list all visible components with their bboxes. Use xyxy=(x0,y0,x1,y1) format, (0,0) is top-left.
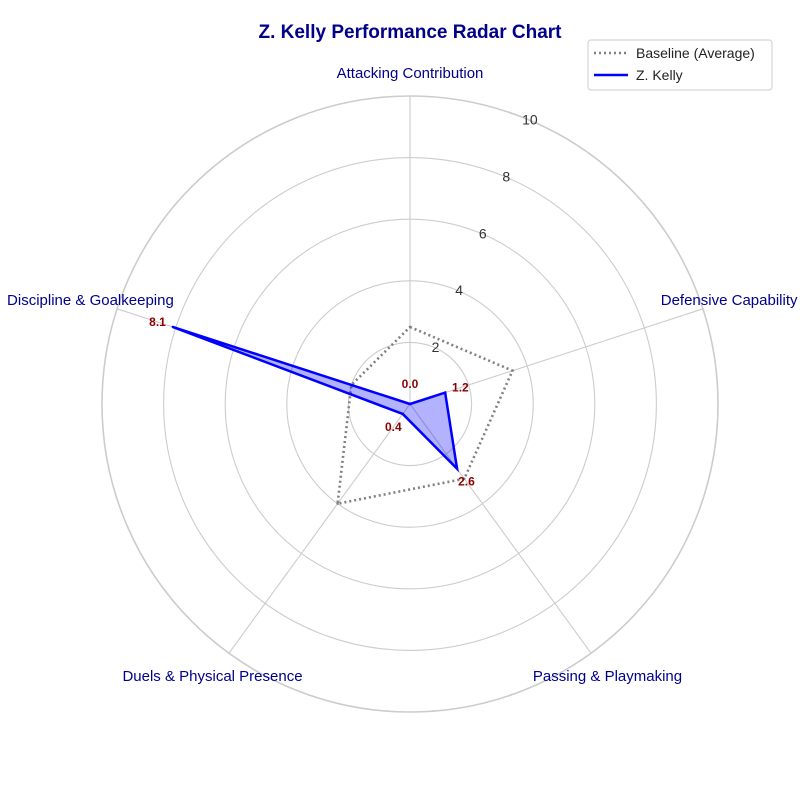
value-label: 1.2 xyxy=(452,381,469,395)
legend-label-z-kelly: Z. Kelly xyxy=(636,67,683,83)
value-label: 0.4 xyxy=(385,420,402,434)
chart-title: Z. Kelly Performance Radar Chart xyxy=(258,22,562,43)
series-baseline xyxy=(336,325,515,506)
axis-label: Passing & Playmaking xyxy=(533,668,682,685)
series-point xyxy=(336,502,339,505)
radar-series xyxy=(171,325,515,506)
series-line xyxy=(172,325,459,473)
radial-tick-label: 10 xyxy=(522,111,538,127)
series-point xyxy=(408,402,412,406)
legend-frame xyxy=(587,39,773,91)
legend-label-baseline: Baseline (Average) xyxy=(636,45,755,61)
axis-label: Attacking Contribution xyxy=(337,65,484,82)
series-z-kelly xyxy=(171,325,459,473)
series-point xyxy=(443,391,447,394)
value-label: 2.6 xyxy=(458,475,475,489)
value-label: 0.0 xyxy=(402,377,419,391)
radar-labels: 2 4 6 8 10 Attacking Contribution Defensive Ca… xyxy=(7,65,798,685)
radar-spoke xyxy=(409,403,592,654)
radar-spoke xyxy=(228,403,411,654)
axis-label: Duels & Physical Presence xyxy=(122,668,302,685)
series-point xyxy=(511,369,514,372)
series-point xyxy=(171,325,174,329)
series-point xyxy=(463,477,466,480)
axis-label: Defensive Capability xyxy=(661,292,798,309)
axis-label: Discipline & Goalkeeping xyxy=(7,292,174,309)
radial-tick-label: 6 xyxy=(479,225,487,241)
radial-tick-label: 4 xyxy=(455,282,463,298)
series-point xyxy=(401,412,404,416)
series-point xyxy=(408,325,412,329)
radial-tick-label: 2 xyxy=(432,339,440,355)
value-label: 8.1 xyxy=(149,315,166,329)
series-area xyxy=(172,326,458,469)
radar-spoke xyxy=(409,308,704,405)
series-point xyxy=(455,467,459,470)
radial-tick-label: 8 xyxy=(502,168,510,184)
chart-legend: Baseline (Average) Z. Kelly xyxy=(587,39,773,91)
